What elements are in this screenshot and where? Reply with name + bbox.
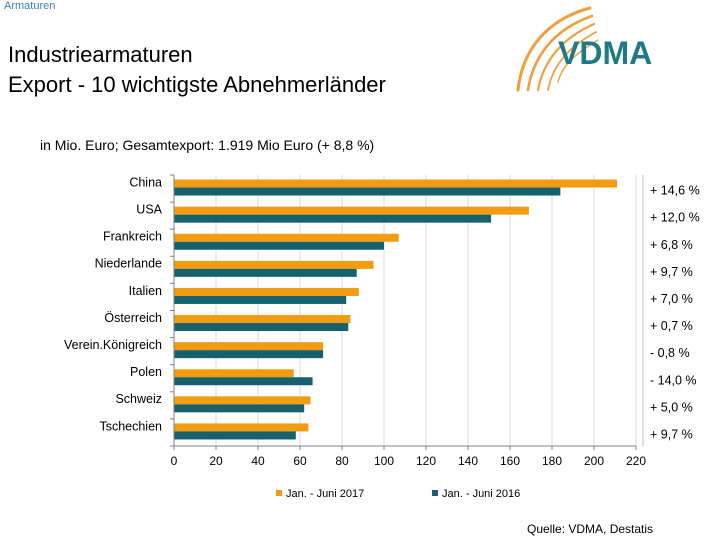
bar-2016 <box>174 431 296 440</box>
bar-2017 <box>174 287 359 296</box>
bar-2017 <box>174 179 618 188</box>
bar-2016 <box>174 214 492 223</box>
bar-2016 <box>174 268 357 277</box>
change-label: + 6,8 % <box>650 238 693 252</box>
x-tick-label: 60 <box>293 454 307 468</box>
x-tick-label: 220 <box>626 454 646 468</box>
legend-swatch <box>276 490 282 496</box>
bar-2017 <box>174 423 309 432</box>
legend-swatch <box>432 490 438 496</box>
change-label: + 14,6 % <box>650 184 700 198</box>
x-tick-label: 140 <box>458 454 478 468</box>
page-title: Industriearmaturen Export - 10 wichtigst… <box>8 40 386 100</box>
bar-2017 <box>174 233 399 242</box>
change-label: + 0,7 % <box>650 319 693 333</box>
bar-2016 <box>174 377 313 386</box>
vdma-logo: VDMA <box>516 6 652 92</box>
category-label: Tschechien <box>99 419 162 433</box>
chart-subtitle: in Mio. Euro; Gesamtexport: 1.919 Mio Eu… <box>40 137 375 153</box>
bar-2016 <box>174 241 384 250</box>
bar-2017 <box>174 315 351 324</box>
legend-label: Jan. - Juni 2017 <box>286 488 364 500</box>
source-note: Quelle: VDMA, Destatis <box>527 522 654 536</box>
change-label: + 5,0 % <box>650 400 693 414</box>
bar-2017 <box>174 342 324 351</box>
x-tick-label: 180 <box>542 454 562 468</box>
bar-2016 <box>174 187 561 196</box>
x-tick-label: 80 <box>335 454 349 468</box>
change-label: + 9,7 % <box>650 265 693 279</box>
bar-2016 <box>174 295 347 304</box>
x-tick-label: 120 <box>416 454 436 468</box>
x-tick-label: 160 <box>500 454 520 468</box>
bar-2017 <box>174 260 374 269</box>
x-tick-label: 20 <box>209 454 223 468</box>
logo-text: VDMA <box>558 35 652 71</box>
x-tick-label: 100 <box>374 454 394 468</box>
category-label: Polen <box>130 365 162 379</box>
bar-2017 <box>174 206 529 215</box>
category-label: China <box>129 175 162 189</box>
change-label: - 0,8 % <box>650 346 690 360</box>
change-label: + 9,7 % <box>650 427 693 441</box>
bar-2017 <box>174 369 294 378</box>
title-line-2: Export - 10 wichtigste Abnehmerländer <box>8 72 386 97</box>
category-label: Italien <box>129 284 162 298</box>
change-label: + 12,0 % <box>650 211 700 225</box>
title-line-1: Industriearmaturen <box>8 42 193 67</box>
category-label: Schweiz <box>115 392 162 406</box>
bar-2016 <box>174 323 349 332</box>
x-tick-label: 0 <box>171 454 178 468</box>
section-label: Armaturen <box>4 0 56 12</box>
category-label: Österreich <box>104 311 162 325</box>
legend-label: Jan. - Juni 2016 <box>442 488 520 500</box>
bar-2017 <box>174 396 311 405</box>
category-label: USA <box>136 202 162 216</box>
x-tick-label: 40 <box>251 454 265 468</box>
change-label: - 14,0 % <box>650 373 697 387</box>
x-tick-label: 200 <box>584 454 604 468</box>
bar-2016 <box>174 350 324 359</box>
category-label: Verein.Königreich <box>64 338 162 352</box>
category-label: Frankreich <box>103 230 162 244</box>
change-label: + 7,0 % <box>650 292 693 306</box>
category-label: Niederlande <box>95 257 162 271</box>
bar-2016 <box>174 404 305 413</box>
